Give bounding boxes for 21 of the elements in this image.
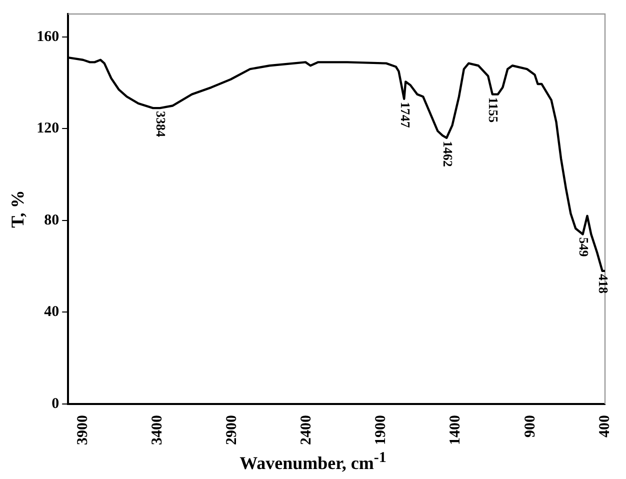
x-tick-label: 2900 (224, 415, 240, 445)
annotation: 3384 (154, 111, 169, 138)
annotation: 1462 (440, 140, 456, 167)
x-tick-label: 400 (596, 415, 613, 438)
y-tick-label: 120 (36, 120, 60, 137)
x-tick-label: 3400 (149, 415, 166, 445)
y-tick-label: 160 (36, 28, 60, 45)
x-axis-title: Wavenumber, cm$^{-1}$ (238, 450, 388, 474)
x-tick-label: 1400 (448, 415, 464, 445)
annotation: 1155 (486, 97, 502, 124)
y-axis-title: T, % (7, 190, 28, 228)
y-tick-label: 40 (44, 304, 60, 320)
y-tick-label: 0 (52, 396, 60, 412)
x-tick-label: 1900 (373, 415, 390, 445)
annotation: 549 (576, 237, 592, 258)
x-tick-label: 3900 (74, 415, 91, 445)
annotation: 418 (596, 274, 611, 294)
annotation: 1747 (398, 102, 413, 128)
y-tick-label: 80 (44, 212, 60, 228)
x-tick-label: 2400 (298, 415, 315, 445)
x-tick-label: 900 (522, 415, 538, 438)
